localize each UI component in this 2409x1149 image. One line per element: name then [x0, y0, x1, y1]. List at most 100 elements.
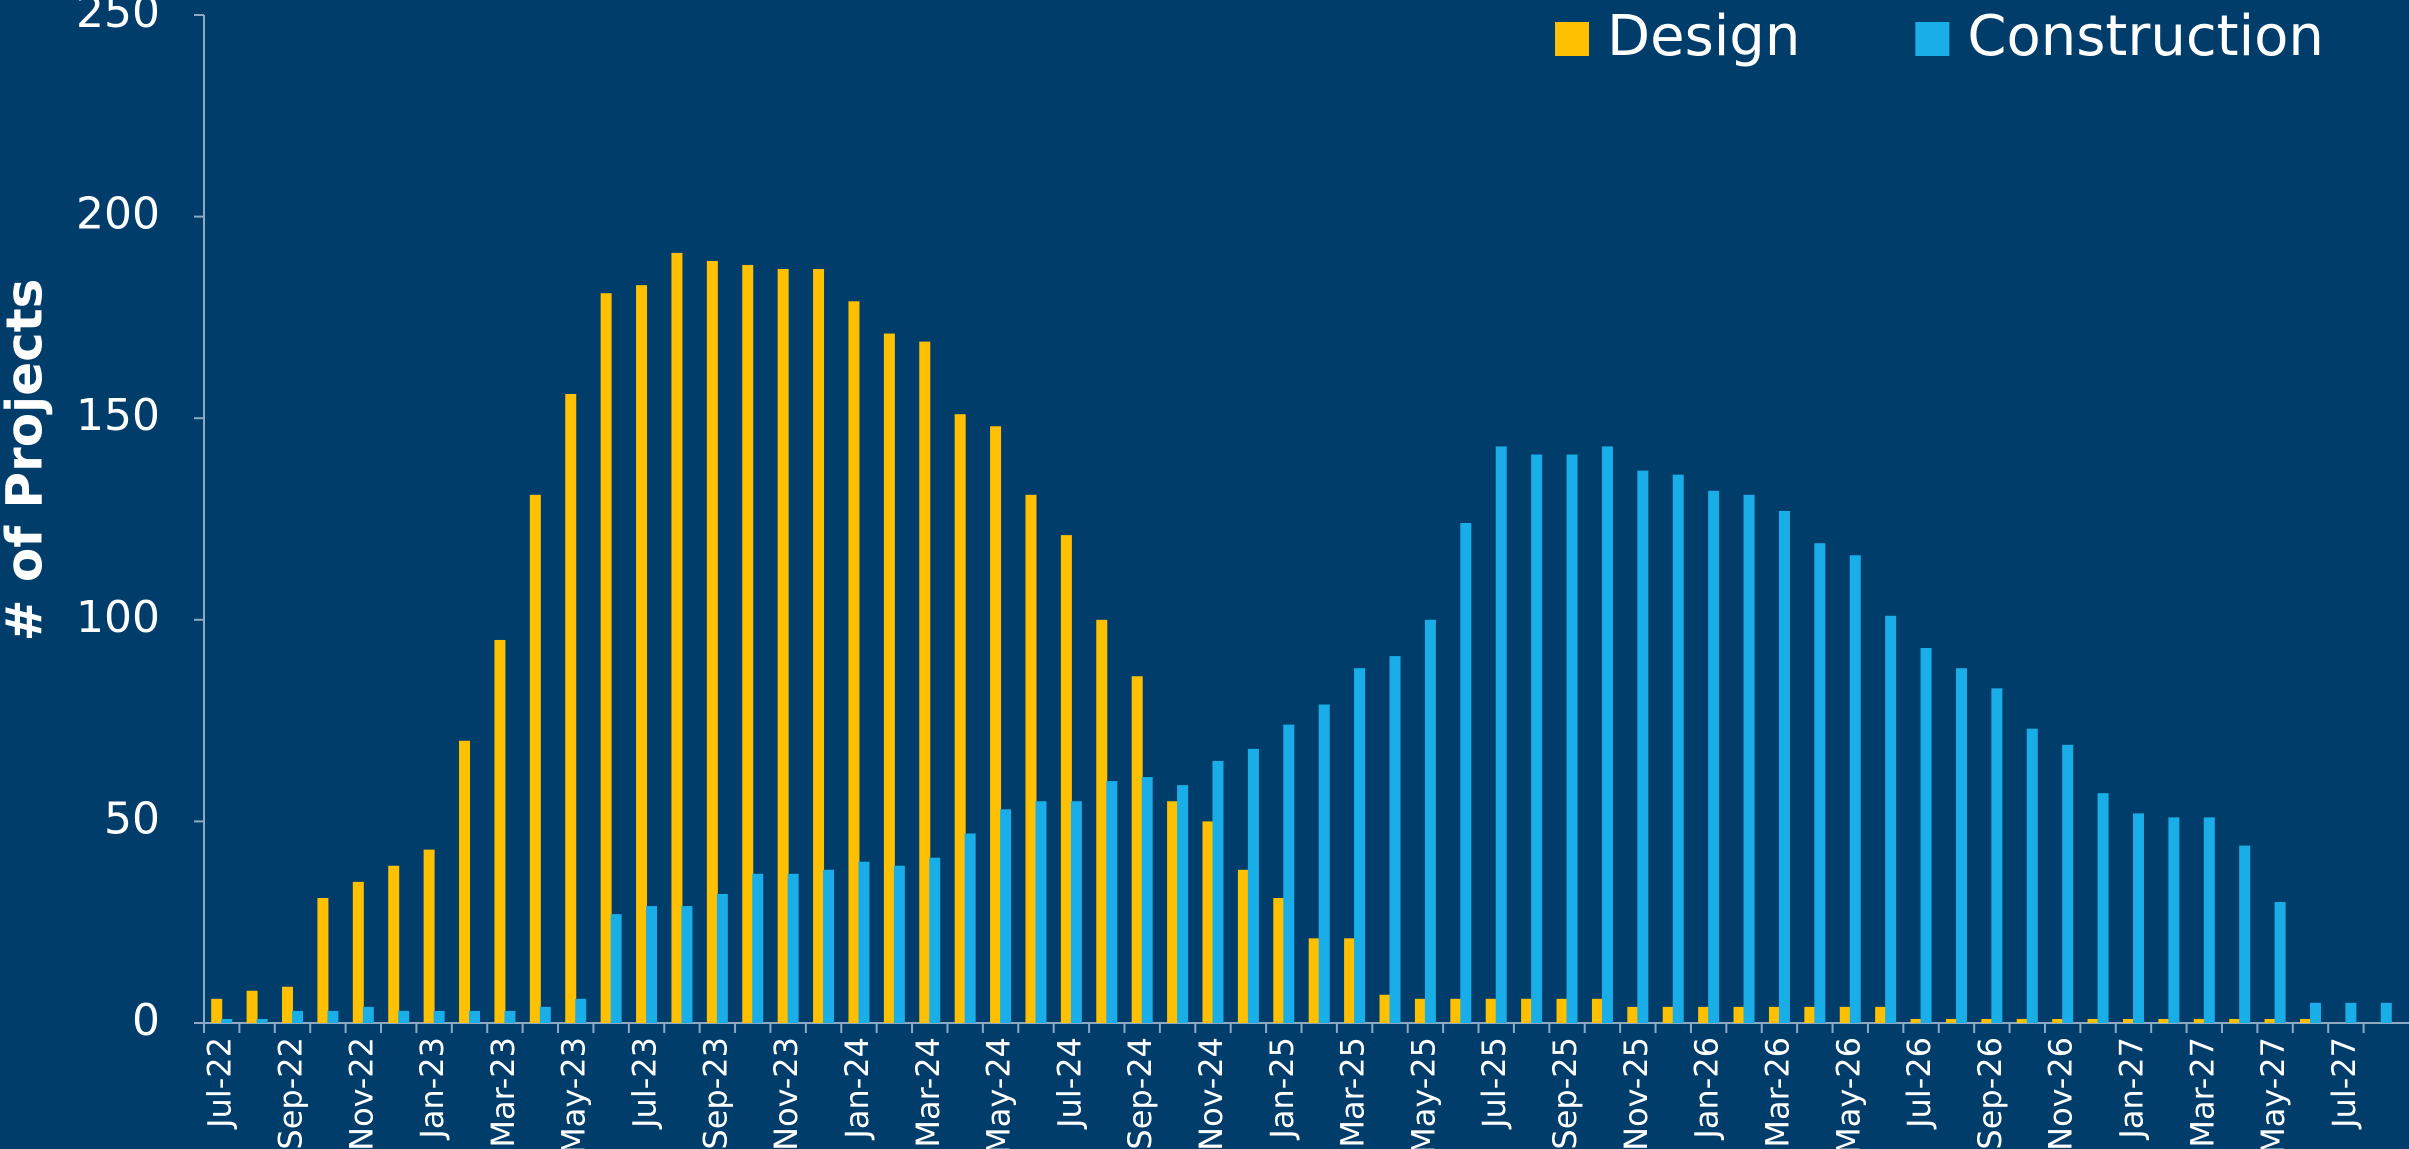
bar	[1991, 688, 2003, 1023]
bar	[1955, 668, 1967, 1023]
bar	[954, 414, 966, 1024]
bar	[246, 990, 258, 1023]
bar	[317, 898, 329, 1023]
bar	[777, 269, 789, 1023]
bar	[1495, 446, 1507, 1023]
bar	[529, 494, 541, 1024]
y-tick-label: 150	[76, 390, 160, 441]
bar	[1460, 523, 1472, 1023]
x-tick-label: Jul-27	[2325, 1037, 2363, 1130]
bar	[1981, 1018, 1993, 1023]
bar	[362, 1006, 374, 1023]
bar	[742, 264, 754, 1023]
bar	[1662, 1006, 1674, 1023]
bar	[494, 639, 506, 1023]
y-tick-label: 50	[104, 793, 160, 844]
bar	[1591, 998, 1603, 1023]
bar	[990, 426, 1002, 1023]
bar	[1283, 724, 1295, 1023]
y-axis-title: # of Projects	[0, 279, 54, 642]
bar	[2132, 813, 2144, 1023]
bar	[1177, 785, 1189, 1023]
bar	[575, 998, 587, 1023]
bar	[2052, 1018, 2064, 1023]
bar	[823, 869, 835, 1023]
bar	[1167, 801, 1179, 1023]
bar	[1414, 998, 1426, 1023]
bar	[2122, 1018, 2134, 1023]
bar	[1566, 454, 1578, 1023]
bar	[1839, 1006, 1851, 1023]
bar	[423, 849, 435, 1023]
bar	[282, 986, 294, 1023]
bar	[2203, 817, 2215, 1023]
x-tick-label: Sep-23	[696, 1037, 734, 1149]
bar	[2239, 845, 2251, 1023]
bar	[1521, 998, 1533, 1023]
x-tick-label: May-25	[1404, 1037, 1442, 1149]
x-tick-label: Sep-24	[1121, 1037, 1159, 1149]
bar	[1212, 760, 1224, 1023]
bar	[1131, 676, 1143, 1023]
x-tick-label: Jan-26	[1688, 1037, 1726, 1141]
bar	[2062, 744, 2074, 1023]
x-tick-label: May-24	[980, 1037, 1018, 1149]
bar	[504, 1010, 516, 1023]
bar	[706, 260, 718, 1023]
bar	[1556, 998, 1568, 1023]
bar	[919, 341, 931, 1023]
bar	[2309, 1002, 2321, 1023]
bar	[929, 857, 941, 1023]
bar	[1000, 809, 1012, 1023]
bar	[1450, 998, 1462, 1023]
bar	[2168, 817, 2180, 1023]
bar	[2299, 1018, 2311, 1023]
x-tick-label: Jan-25	[1263, 1037, 1301, 1141]
bar	[2274, 902, 2286, 1023]
bar	[2026, 728, 2038, 1023]
x-tick-label: Mar-26	[1758, 1037, 1796, 1148]
bar	[858, 861, 870, 1023]
bar	[1096, 619, 1108, 1023]
bar	[636, 285, 648, 1023]
bar	[1672, 474, 1684, 1023]
bar	[1743, 494, 1755, 1024]
bar	[1945, 1018, 1957, 1023]
bar	[600, 293, 612, 1023]
bar	[1698, 1006, 1710, 1023]
bar	[221, 1018, 233, 1023]
bar	[1106, 781, 1118, 1023]
x-tick-label: Jan-23	[413, 1037, 451, 1141]
bar	[352, 881, 364, 1023]
x-tick-label: Nov-26	[2042, 1037, 2080, 1149]
bar	[787, 873, 799, 1023]
x-tick-label: Mar-23	[484, 1037, 522, 1148]
bar	[2158, 1018, 2170, 1023]
x-tick-label: May-23	[555, 1037, 593, 1149]
bar	[1354, 668, 1366, 1023]
bar	[1141, 777, 1153, 1023]
bar	[2097, 793, 2109, 1023]
bar	[610, 914, 622, 1023]
legend-label: Construction	[1967, 4, 2324, 69]
bar	[1247, 748, 1259, 1023]
bar	[848, 301, 860, 1024]
legend-label: Design	[1607, 4, 1800, 69]
x-tick-label: Sep-22	[272, 1037, 310, 1149]
bar	[1424, 619, 1436, 1023]
x-tick-label: Jan-24	[838, 1037, 876, 1141]
x-tick-label: Sep-25	[1546, 1037, 1584, 1149]
bar	[2380, 1002, 2392, 1023]
bar	[1885, 615, 1897, 1023]
bar	[1733, 1006, 1745, 1023]
bar	[1708, 490, 1720, 1023]
x-tick-label: Nov-23	[767, 1037, 805, 1149]
bar	[1920, 648, 1932, 1023]
bar	[1308, 938, 1320, 1023]
bar	[1601, 446, 1613, 1023]
x-tick-label: Jul-23	[626, 1037, 664, 1130]
bar	[256, 1018, 268, 1023]
bar	[893, 865, 905, 1023]
bar	[1910, 1018, 1922, 1023]
